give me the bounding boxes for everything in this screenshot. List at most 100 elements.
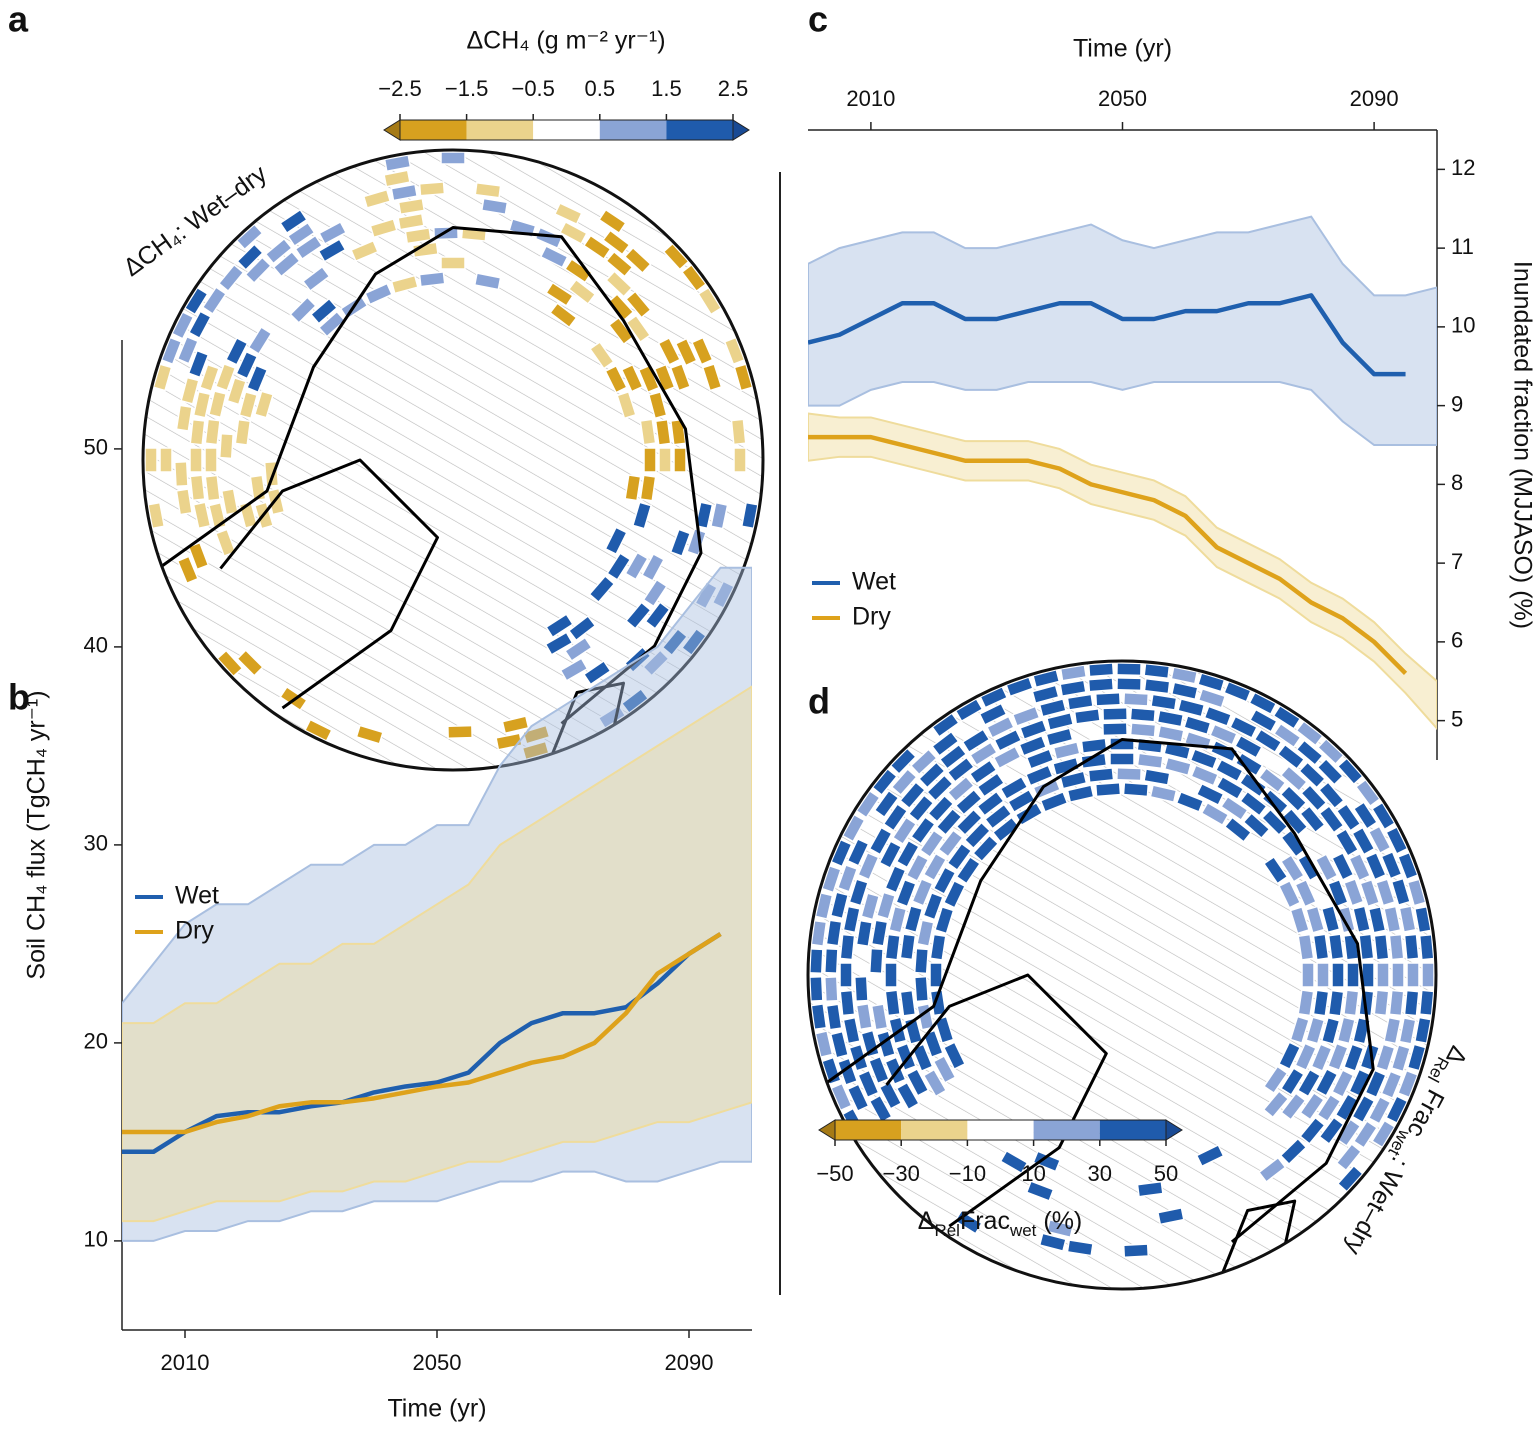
map-cell (1398, 905, 1417, 933)
map-outline (141, 148, 765, 772)
map-cell (1376, 962, 1390, 988)
map-cell (1087, 767, 1115, 784)
map-cell (1354, 778, 1381, 808)
map-cell (1295, 739, 1324, 766)
map-cell (855, 919, 874, 948)
map-cell (1149, 784, 1178, 804)
map-cell (364, 282, 393, 306)
map-cell (662, 242, 690, 271)
map-cell (907, 794, 935, 823)
map-cell (1343, 1043, 1365, 1072)
map-cell (929, 989, 947, 1017)
map-cell (447, 724, 473, 739)
map-cell (1320, 1016, 1341, 1045)
map-cell (1177, 698, 1206, 718)
map-cell (836, 864, 859, 893)
map-cell (868, 1094, 893, 1124)
map-cell (916, 919, 935, 948)
map-cell (1316, 1093, 1342, 1123)
map-cell (903, 905, 924, 934)
map-cell (624, 474, 642, 502)
map-cell (1297, 933, 1315, 961)
map-cell (1094, 691, 1122, 707)
map-cell (176, 555, 199, 585)
map-cell (1032, 668, 1061, 689)
colorbar-frame (834, 1119, 1167, 1141)
map-cell (1316, 737, 1345, 765)
map-cell (624, 551, 649, 581)
map-cell (810, 919, 828, 947)
map-cell (192, 501, 212, 530)
colorbar-segment (1033, 1120, 1100, 1140)
map-cell (1209, 723, 1238, 746)
map-cell (1351, 826, 1376, 856)
y-tick-label: 7 (1451, 549, 1463, 574)
map-cell (895, 839, 920, 869)
map-cell (246, 364, 269, 394)
map-cell (1375, 1043, 1396, 1072)
map-cell (1359, 878, 1381, 908)
map-cell (639, 474, 657, 502)
y-axis-label: Inundated fraction (MJJASO) (%) (1508, 261, 1536, 629)
map-cell (1136, 752, 1164, 770)
map-cell (350, 239, 379, 263)
map-cell (1031, 684, 1060, 705)
map-cell (539, 245, 569, 269)
map-cell (825, 919, 843, 947)
colorbar-tick-label: −0.5 (511, 76, 554, 101)
map-cell (604, 526, 628, 556)
map-cell (309, 297, 339, 325)
map-cell (1327, 878, 1349, 908)
map-cell (884, 864, 907, 894)
map-cell (1406, 878, 1427, 907)
colorbar-label: ΔRelFracwet (%) (918, 1207, 1083, 1240)
map-cell (1038, 1232, 1067, 1252)
map-cell (204, 474, 221, 502)
map-cell (733, 447, 747, 473)
map-cell (1080, 737, 1108, 754)
map-cell (625, 314, 652, 344)
map-cell (244, 256, 272, 285)
map-cell (654, 418, 672, 446)
map-cell (814, 1030, 834, 1059)
map-cell (954, 788, 983, 816)
map-cell (673, 447, 687, 473)
map-cell (175, 404, 193, 432)
map-cell (362, 188, 392, 209)
map-cell (642, 649, 670, 677)
map-cell (1234, 734, 1263, 759)
colorbar-tick-label: −30 (883, 1161, 920, 1186)
map-cell (180, 376, 200, 405)
map-cell (884, 989, 901, 1017)
x-axis-label: Time (yr) (387, 1395, 486, 1423)
map-cell (620, 363, 644, 393)
map-cell (440, 151, 466, 165)
map-cell (984, 803, 1013, 830)
map-cell (289, 296, 317, 324)
map-cell (1390, 1044, 1411, 1073)
map-cell (173, 460, 189, 488)
x-tick-label: 2090 (1350, 86, 1399, 111)
map-cell (937, 829, 964, 858)
map-cell (236, 243, 264, 271)
map-cell (733, 363, 754, 392)
map-cell (871, 767, 898, 797)
map-cell (1318, 1116, 1345, 1145)
map-cell (397, 212, 425, 231)
map-cell (1163, 756, 1192, 777)
map-cell (669, 528, 692, 558)
map-cell (882, 803, 909, 832)
map-cell (1052, 741, 1081, 761)
map-cell (317, 238, 347, 263)
map-cell (1157, 724, 1185, 744)
map-cell (710, 501, 729, 530)
map-cell (1373, 989, 1390, 1017)
map-cell (899, 781, 927, 810)
map-cell (1346, 962, 1360, 988)
map-cell (1421, 962, 1435, 988)
map-cell (1150, 693, 1178, 711)
map-cell (383, 154, 412, 173)
map-cell (1352, 1120, 1379, 1149)
map-cell (1318, 805, 1345, 834)
coastline (157, 226, 703, 725)
